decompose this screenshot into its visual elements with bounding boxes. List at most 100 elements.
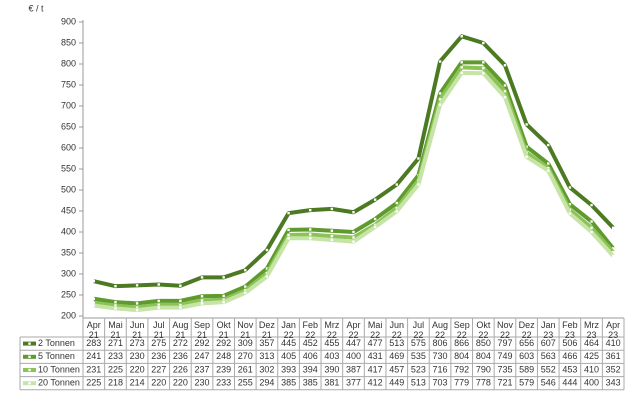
x-tick-label: Nov 21 [237, 320, 254, 340]
marker [222, 298, 225, 301]
table-value: 469 [389, 351, 404, 361]
marker [287, 228, 290, 232]
y-tick-label: 750 [61, 79, 76, 89]
table-value: 400 [584, 378, 599, 388]
marker [135, 302, 139, 305]
legend-swatch-marker [28, 355, 31, 358]
marker [179, 303, 182, 307]
x-tick-label: Sep 21 [194, 320, 210, 340]
y-tick-label: 400 [61, 226, 76, 236]
table-value: 283 [86, 338, 101, 348]
x-tick-label: Jul 22 [413, 320, 425, 340]
table-value: 523 [411, 364, 426, 374]
marker [244, 285, 247, 288]
table-value: 239 [216, 364, 231, 374]
table-value: 313 [259, 351, 274, 361]
table-value: 790 [476, 364, 491, 374]
table-value: 457 [389, 364, 404, 374]
y-tick-label: 850 [61, 37, 76, 47]
x-tick-label: Feb 23 [562, 320, 578, 340]
x-tick-label: Jun 22 [390, 320, 405, 340]
marker [395, 206, 398, 210]
table-value: 302 [259, 364, 274, 374]
table-value: 225 [108, 364, 123, 374]
table-value: 513 [389, 338, 404, 348]
table-value: 563 [541, 351, 556, 361]
x-tick-label: Nov 22 [497, 320, 514, 340]
marker [114, 304, 117, 307]
x-tick-label: Mrz 22 [324, 320, 339, 340]
marker [309, 228, 312, 231]
marker [438, 60, 442, 63]
x-tick-label: Aug 22 [432, 320, 448, 340]
marker [590, 203, 593, 207]
marker [157, 303, 160, 306]
marker [352, 236, 355, 239]
marker [222, 276, 225, 279]
marker [395, 210, 398, 213]
marker [590, 220, 593, 223]
table-value: 233 [108, 351, 123, 361]
x-tick-label: Dez 21 [259, 320, 276, 340]
marker [438, 92, 442, 95]
marker [92, 279, 96, 283]
x-tick-label: Jul 21 [153, 320, 165, 340]
legend-swatch-marker [28, 342, 31, 345]
table-value: 385 [281, 378, 296, 388]
table-value: 393 [281, 364, 296, 374]
table-value: 270 [238, 351, 253, 361]
marker [200, 276, 204, 279]
y-tick-label: 450 [61, 205, 76, 215]
table-value: 387 [346, 364, 361, 374]
marker [309, 233, 312, 236]
marker [438, 103, 442, 106]
legend-swatch-marker [28, 368, 31, 372]
table-value: 214 [130, 378, 145, 388]
marker [611, 247, 615, 250]
marker [309, 208, 312, 212]
marker [157, 306, 160, 309]
marker [114, 284, 117, 288]
table-value: 241 [86, 351, 101, 361]
table-value: 231 [86, 364, 101, 374]
table-value: 412 [368, 378, 383, 388]
table-value: 220 [173, 378, 188, 388]
marker [244, 289, 247, 292]
marker [352, 240, 355, 243]
table-value: 804 [454, 351, 469, 361]
table-value: 273 [130, 338, 145, 348]
marker [547, 143, 550, 147]
marker [179, 299, 182, 303]
marker [460, 71, 463, 75]
marker [179, 284, 182, 287]
table-value: 272 [173, 338, 188, 348]
marker [417, 157, 420, 160]
table-value: 535 [411, 351, 426, 361]
x-tick-label: Apr 22 [346, 320, 360, 340]
marker [157, 283, 160, 286]
marker [265, 275, 269, 278]
marker [503, 95, 507, 99]
table-value: 804 [476, 351, 491, 361]
marker [265, 267, 269, 270]
table-value: 546 [541, 378, 556, 388]
y-unit-label: € / t [28, 3, 44, 13]
line [93, 70, 615, 313]
table-value: 248 [216, 351, 231, 361]
marker [352, 230, 355, 234]
marker [482, 41, 485, 45]
marker [200, 302, 204, 305]
marker [352, 211, 355, 214]
marker [395, 201, 398, 205]
table-value: 779 [454, 378, 469, 388]
marker [525, 123, 528, 126]
table-value: 447 [346, 338, 361, 348]
x-tick-label: Jan 23 [541, 320, 556, 340]
marker [179, 306, 182, 309]
table-value: 455 [324, 338, 339, 348]
table-value: 603 [519, 351, 534, 361]
table-value: 778 [476, 378, 491, 388]
table-value: 410 [606, 338, 621, 348]
table-value: 230 [130, 351, 145, 361]
